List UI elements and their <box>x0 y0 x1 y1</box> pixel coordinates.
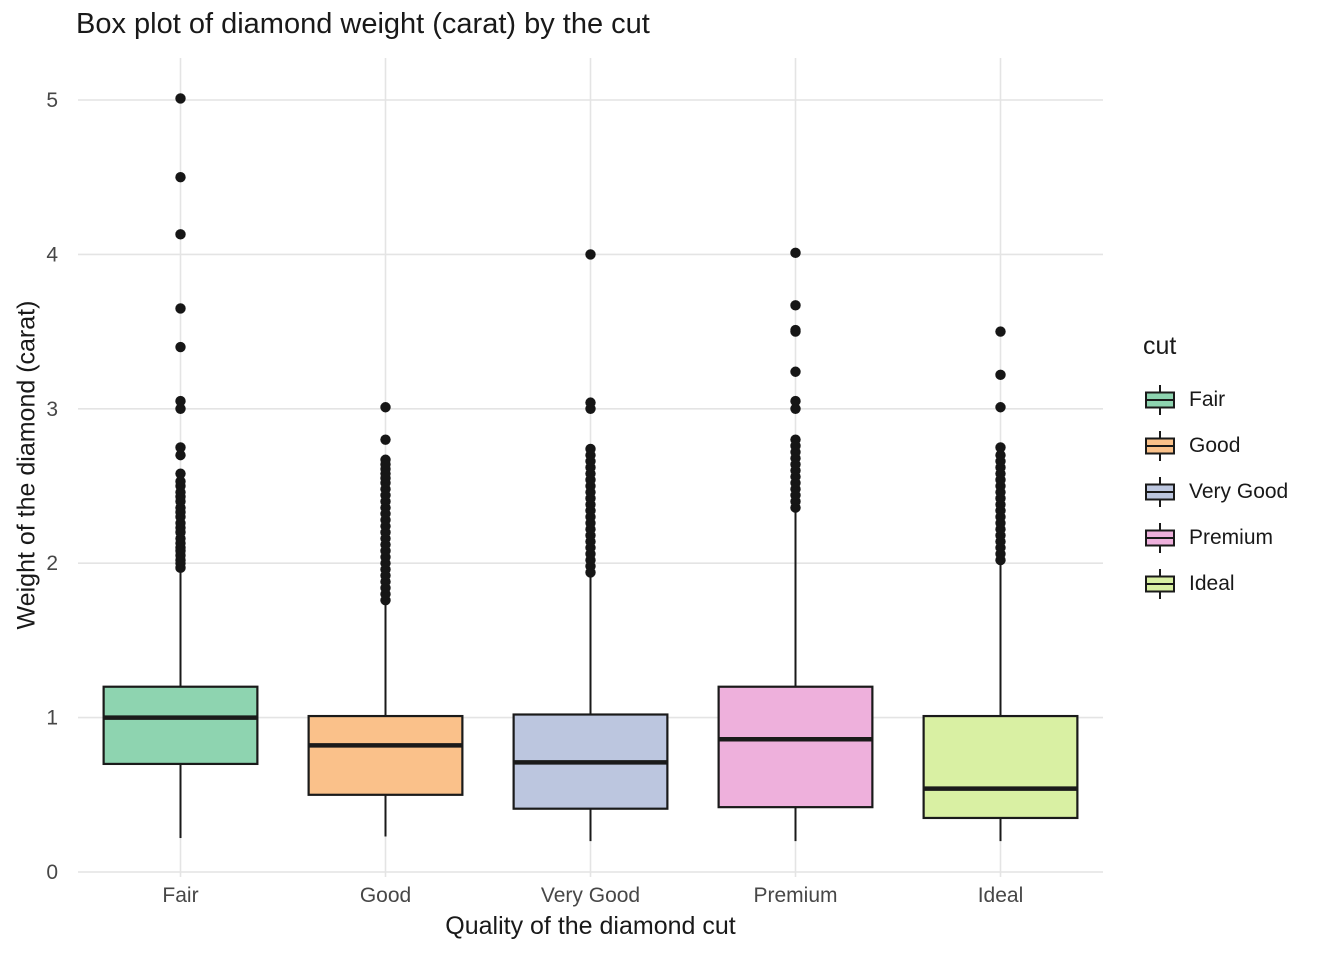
outlier-point <box>175 449 186 461</box>
outlier-point <box>995 402 1006 413</box>
outlier-point <box>380 434 391 445</box>
outlier-point <box>790 395 801 407</box>
outlier-point <box>380 402 391 413</box>
x-tick-label: Good <box>360 884 411 907</box>
y-axis-label: Weight of the diamond (carat) <box>12 300 41 630</box>
boxplot-very-good <box>512 249 669 842</box>
legend-item-ideal: Ideal <box>1143 561 1288 607</box>
outlier-point <box>175 442 186 453</box>
x-tick-label: Ideal <box>978 884 1024 907</box>
outlier-point <box>175 476 186 487</box>
outlier-point <box>585 397 596 408</box>
outlier-point <box>585 443 596 455</box>
iqr-box <box>102 685 259 766</box>
y-tick-label: 5 <box>46 89 58 112</box>
legend-label: Very Good <box>1189 480 1289 503</box>
boxplot-good <box>307 402 464 837</box>
y-tick-label: 1 <box>46 707 58 730</box>
outlier-point <box>175 468 186 479</box>
legend-label: Ideal <box>1189 572 1235 595</box>
outlier-point <box>380 454 391 465</box>
iqr-box <box>717 685 874 809</box>
y-tick-label: 2 <box>46 552 58 575</box>
chart-title: Box plot of diamond weight (carat) by th… <box>76 8 650 40</box>
legend: cut Fair Good Very Good Premium Ideal <box>1143 332 1288 607</box>
y-tick-label: 3 <box>46 398 58 421</box>
legend-items: Fair Good Very Good Premium Ideal <box>1143 377 1288 607</box>
legend-key-boxplot-icon <box>1145 477 1175 507</box>
boxplot-fair <box>102 93 259 839</box>
legend-title: cut <box>1143 332 1177 360</box>
x-tick-label: Very Good <box>541 884 640 907</box>
iqr-box <box>922 714 1079 820</box>
y-tick-label: 0 <box>46 861 58 884</box>
x-tick-label: Fair <box>162 884 198 907</box>
x-tick-label: Premium <box>753 884 837 907</box>
legend-label: Good <box>1189 434 1241 457</box>
outlier-point <box>175 93 186 104</box>
outlier-point <box>585 249 596 260</box>
outlier-point <box>790 403 801 414</box>
legend-item-good: Good <box>1143 423 1288 469</box>
iqr-box <box>307 714 464 796</box>
outlier-point <box>175 303 186 314</box>
legend-key-boxplot-icon <box>1145 385 1175 415</box>
legend-label: Premium <box>1189 526 1274 549</box>
outlier-point <box>995 369 1006 381</box>
legend-key-boxplot-icon <box>1145 569 1175 599</box>
outlier-point <box>175 341 186 353</box>
x-axis-label: Quality of the diamond cut <box>445 912 736 940</box>
outlier-point <box>175 229 186 240</box>
outlier-point <box>175 403 186 414</box>
y-tick-label: 4 <box>46 243 58 266</box>
legend-key-boxplot-icon <box>1145 431 1175 461</box>
boxplot-premium <box>717 247 874 842</box>
outlier-point <box>790 324 801 336</box>
legend-label: Fair <box>1189 388 1226 411</box>
outlier-point <box>790 247 801 259</box>
outlier-point <box>995 326 1006 337</box>
boxplot-ideal <box>922 326 1079 842</box>
legend-key-boxplot-icon <box>1145 523 1175 553</box>
outlier-point <box>175 172 186 183</box>
outlier-point <box>790 366 801 377</box>
outlier-point <box>995 442 1006 453</box>
legend-item-fair: Fair <box>1143 377 1288 423</box>
outlier-point <box>175 395 186 407</box>
legend-item-premium: Premium <box>1143 515 1288 561</box>
outlier-point <box>790 434 801 445</box>
legend-item-very-good: Very Good <box>1143 469 1288 515</box>
outlier-point <box>790 300 801 311</box>
outlier-point <box>995 449 1006 461</box>
